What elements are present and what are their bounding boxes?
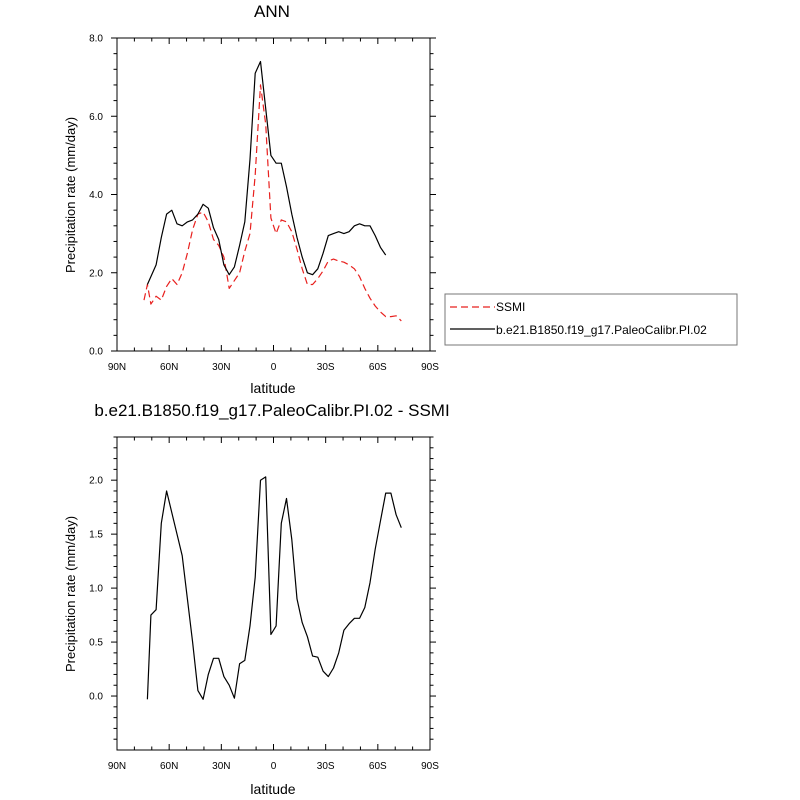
panel-top: ANN 90N 60N 30N 0 30S 60S 90S 0.0 2.0 4.0 6.0 8.0 l… [63, 2, 439, 396]
panel-bottom-frame [116, 436, 431, 751]
y-tick-label: 8.0 [89, 34, 103, 45]
y-tick-label: 1.0 [89, 584, 103, 595]
series-line-difference [146, 476, 402, 700]
y-tick-label: 4.0 [89, 190, 103, 201]
x-tick-label: 90S [421, 761, 439, 772]
x-tick-label: 0 [271, 362, 277, 373]
x-tick-label: 60N [160, 362, 178, 373]
panel-bottom-ylabel: Precipitation rate (mm/day) [63, 516, 78, 672]
legend-label-ssmi: SSMI [496, 300, 525, 314]
panel-bottom-ticks: 90N 60N 30N 0 30S 60S 90S 0.0 0.5 1.0 1.5 2.0 [89, 436, 439, 772]
series-line-ssmi [143, 84, 402, 322]
panel-bottom-xlabel: latitude [250, 781, 295, 797]
legend-box [444, 293, 738, 346]
y-tick-label: 6.0 [89, 112, 103, 123]
y-tick-label: 0.0 [89, 347, 103, 358]
legend: SSMI b.e21.B1850.f19_g17.PaleoCalibr.PI.… [444, 293, 738, 346]
x-tick-label: 30S [317, 362, 335, 373]
panel-top-title: ANN [254, 2, 290, 21]
x-tick-label: 30S [317, 761, 335, 772]
x-tick-label: 60S [369, 761, 387, 772]
panel-top-ylabel: Precipitation rate (mm/day) [63, 117, 78, 273]
y-tick-label: 1.5 [89, 530, 103, 541]
series-line-model [146, 60, 387, 285]
x-tick-label: 90S [421, 362, 439, 373]
panel-bottom-series [146, 476, 402, 700]
y-tick-label: 0.5 [89, 638, 103, 649]
y-tick-label: 2.0 [89, 268, 103, 279]
x-tick-label: 30N [212, 761, 230, 772]
x-tick-label: 60S [369, 362, 387, 373]
legend-label-model: b.e21.B1850.f19_g17.PaleoCalibr.PI.02 [496, 323, 707, 337]
x-tick-label: 90N [108, 761, 126, 772]
x-tick-label: 60N [160, 761, 178, 772]
y-tick-label: 2.0 [89, 476, 103, 487]
x-tick-label: 90N [108, 362, 126, 373]
panel-top-frame [116, 37, 431, 352]
y-tick-label: 0.0 [89, 692, 103, 703]
x-tick-label: 0 [271, 761, 277, 772]
panel-top-xlabel: latitude [250, 380, 295, 396]
panel-bottom-title: b.e21.B1850.f19_g17.PaleoCalibr.PI.02 - … [94, 401, 449, 420]
panel-bottom: b.e21.B1850.f19_g17.PaleoCalibr.PI.02 - … [63, 401, 450, 797]
panel-top-series [143, 60, 402, 322]
panel-top-ticks: 90N 60N 30N 0 30S 60S 90S 0.0 2.0 4.0 6.0 8.0 [89, 34, 439, 374]
x-tick-label: 30N [212, 362, 230, 373]
